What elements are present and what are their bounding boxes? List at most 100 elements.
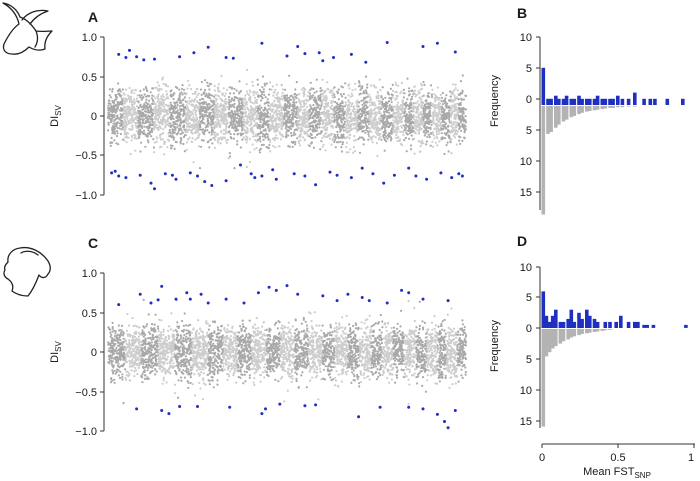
background-point [124,136,127,139]
background-point [107,123,110,126]
background-point [250,114,253,117]
background-point [208,131,211,134]
background-point [297,93,301,96]
background-point [380,138,383,141]
background-point [218,90,221,93]
background-point [353,119,356,122]
background-point [300,100,303,103]
background-point [450,125,453,128]
background-point [244,130,247,133]
background-point [260,125,263,129]
background-point [233,106,236,109]
background-point [115,109,118,112]
background-point [183,124,186,127]
background-point [445,105,448,108]
background-point [420,98,423,101]
background-point [113,119,116,122]
background-point [234,124,237,127]
background-point [401,130,404,133]
background-point [358,136,361,139]
background-point [162,128,165,131]
background-point [163,153,166,156]
background-point [156,110,159,113]
background-point [378,78,381,81]
background-point [146,134,149,138]
background-point [457,93,460,96]
background-point [328,115,331,118]
background-point [208,146,211,149]
background-point [254,108,257,111]
background-point [348,87,351,90]
background-point [173,101,176,104]
background-point [408,111,411,114]
background-point [120,329,123,332]
background-point [328,117,331,120]
background-point [209,116,212,119]
background-point [166,146,169,149]
outlier-point [271,168,275,172]
background-point [230,137,233,140]
background-point [190,140,194,144]
background-point [195,117,198,120]
background-point [458,122,461,126]
histogram-bar-bottom [588,106,592,111]
background-point [252,112,255,115]
background-point [256,78,259,81]
background-point [366,95,369,98]
background-point [119,113,122,116]
background-point [410,95,414,98]
histogram-bar-bottom [564,106,569,120]
background-point [182,112,186,115]
background-point [179,137,182,140]
background-point [286,111,289,114]
background-point [264,113,267,116]
background-point [158,108,161,111]
background-point [460,107,463,110]
background-point [207,140,210,143]
background-point [219,104,223,107]
background-point [350,92,353,95]
background-point [172,117,175,120]
background-point [168,111,172,114]
background-point [131,125,134,128]
background-point [281,88,284,91]
background-point [171,128,174,131]
background-point [156,96,160,99]
outlier-point [292,172,296,176]
background-point [224,109,227,112]
background-point [321,118,324,122]
background-point [368,109,371,112]
background-point [214,100,217,103]
background-point [161,121,164,124]
background-point [173,131,176,134]
background-point [339,102,342,106]
background-point [279,138,282,141]
background-point [128,86,131,90]
background-point [247,120,250,123]
background-point [243,104,246,107]
background-point [441,136,444,139]
background-point [319,90,322,93]
background-point [283,94,286,97]
background-point [222,120,225,123]
background-point [399,118,402,121]
panel-b-histogram: B 10 5 0 5 10 15 Frequency [489,5,685,215]
background-point [185,125,188,128]
background-point [208,88,211,91]
background-point [194,114,198,117]
background-point [318,126,321,129]
background-point [143,110,147,113]
background-point [278,131,281,134]
background-point [403,138,406,142]
background-point [435,133,438,136]
background-point [186,119,189,122]
background-point [138,94,141,97]
background-point [242,125,245,128]
background-point [457,135,461,138]
histogram-bar-bottom [592,106,597,111]
background-point [394,98,397,101]
background-point [227,157,230,160]
background-point [302,117,305,120]
background-point [206,103,209,106]
background-point [285,94,288,97]
